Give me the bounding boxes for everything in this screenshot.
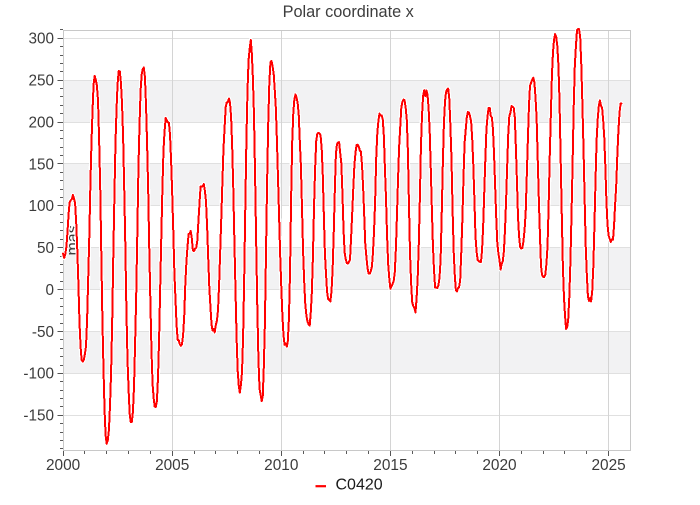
svg-text:Polar coordinate x: Polar coordinate x [283,3,414,21]
svg-text:50: 50 [37,240,54,257]
svg-text:2015: 2015 [373,457,407,474]
svg-text:-100: -100 [23,366,54,383]
svg-text:100: 100 [28,198,54,215]
svg-text:2005: 2005 [155,457,189,474]
svg-text:150: 150 [28,156,54,173]
svg-text:C0420: C0420 [336,476,383,493]
svg-text:250: 250 [28,73,54,90]
svg-text:200: 200 [28,114,54,131]
svg-text:300: 300 [28,31,54,48]
svg-text:-50: -50 [32,324,54,341]
svg-text:2020: 2020 [482,457,516,474]
svg-text:2025: 2025 [591,457,625,474]
svg-text:-150: -150 [23,408,54,425]
svg-text:2000: 2000 [46,457,80,474]
svg-text:2010: 2010 [264,457,298,474]
svg-text:0: 0 [45,282,54,299]
